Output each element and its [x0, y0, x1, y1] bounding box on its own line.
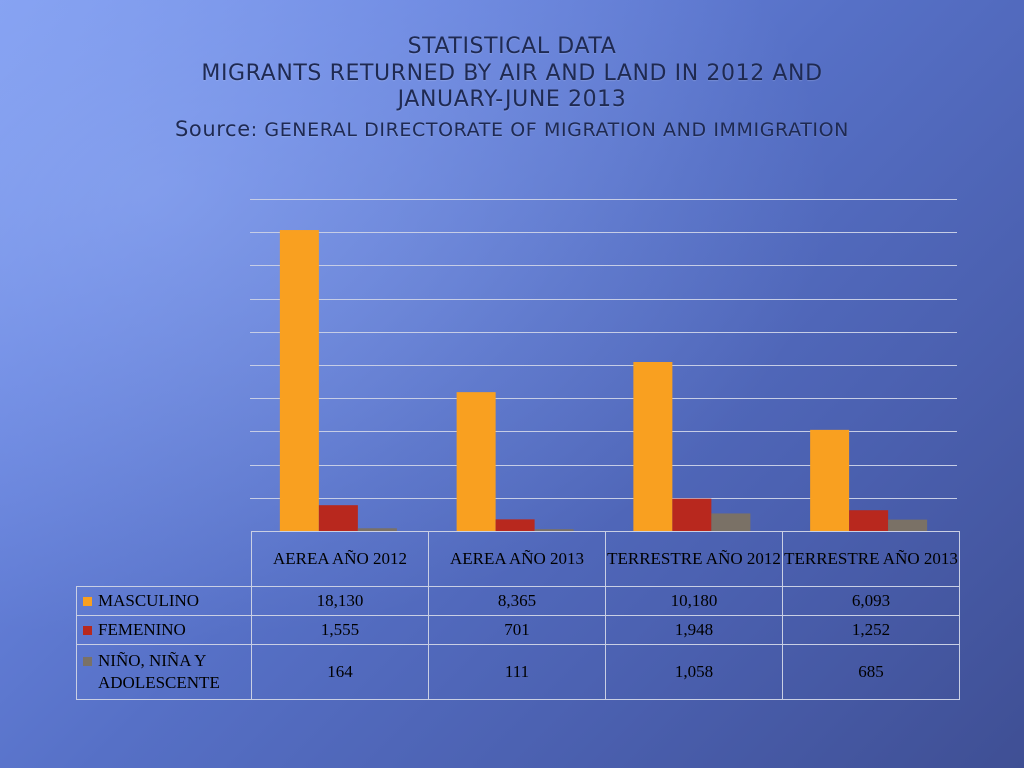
series-name: MASCULINO	[98, 591, 200, 610]
bar-ni-o-ni-a-y-adolescente-0	[357, 528, 397, 531]
col-header-terrestre-2012: TERRESTRE AÑO 2012	[605, 531, 783, 587]
series-name: FEMENINO	[98, 620, 186, 639]
table-row-masculino: MASCULINO 18,130 8,365 10,180 6,093	[76, 586, 960, 616]
series-name: NIÑO, NIÑA Y ADOLESCENTE	[98, 651, 220, 692]
title-source-line: Source: GENERAL DIRECTORATE OF MIGRATION…	[0, 116, 1024, 144]
table-cell: 701	[428, 615, 606, 645]
bar-masculino-1	[456, 392, 496, 531]
legend-swatch-femenino	[83, 626, 92, 635]
slide-title: STATISTICAL DATA MIGRANTS RETURNED BY AI…	[0, 34, 1024, 143]
legend-swatch-masculino	[83, 597, 92, 606]
grid-lines	[250, 199, 957, 499]
legend-ninos: NIÑO, NIÑA Y ADOLESCENTE	[76, 644, 252, 700]
table-cell: 6,093	[782, 586, 960, 616]
bar-femenino-3	[849, 510, 889, 531]
table-cell: 1,252	[782, 615, 960, 645]
legend-femenino: FEMENINO	[76, 615, 252, 645]
bar-ni-o-ni-a-y-adolescente-1	[534, 529, 574, 531]
bar-femenino-2	[672, 498, 712, 531]
bar-ni-o-ni-a-y-adolescente-3	[888, 519, 928, 531]
bar-masculino-0	[279, 230, 319, 532]
title-line-2: MIGRANTS RETURNED BY AIR AND LAND IN 201…	[201, 60, 823, 86]
col-header-aerea-2013: AEREA AÑO 2013	[428, 531, 606, 587]
table-cell: 18,130	[251, 586, 429, 616]
col-header-aerea-2012: AEREA AÑO 2012	[251, 531, 429, 587]
bar-ni-o-ni-a-y-adolescente-2	[711, 513, 751, 531]
col-header-terrestre-2013: TERRESTRE AÑO 2013	[782, 531, 960, 587]
data-table: AEREA AÑO 2012 AEREA AÑO 2013 TERRESTRE …	[76, 531, 960, 700]
table-cell: 1,948	[605, 615, 783, 645]
legend-masculino: MASCULINO	[76, 586, 252, 616]
table-cell: 1,555	[251, 615, 429, 645]
table-cell: 8,365	[428, 586, 606, 616]
table-cell: 1,058	[605, 644, 783, 700]
table-cell: 10,180	[605, 586, 783, 616]
table-row-femenino: FEMENINO 1,555 701 1,948 1,252	[76, 615, 960, 645]
source-label: Source	[175, 116, 251, 141]
source-text: : GENERAL DIRECTORATE OF MIGRATION AND I…	[250, 118, 849, 141]
table-row-ninos: NIÑO, NIÑA Y ADOLESCENTE 164 111 1,058 6…	[76, 644, 960, 700]
legend-swatch-ninos	[83, 657, 92, 666]
title-line-3: JANUARY-JUNE 2013	[397, 87, 627, 112]
bar-femenino-0	[318, 505, 358, 531]
bars	[279, 230, 928, 532]
bar-masculino-2	[633, 362, 673, 531]
table-corner	[76, 531, 252, 587]
bar-masculino-3	[810, 429, 850, 531]
table-cell: 685	[782, 644, 960, 700]
table-cell: 111	[428, 644, 606, 700]
table-cell: 164	[251, 644, 429, 700]
bar-femenino-1	[495, 519, 535, 531]
title-line-1: STATISTICAL DATA	[407, 34, 617, 59]
